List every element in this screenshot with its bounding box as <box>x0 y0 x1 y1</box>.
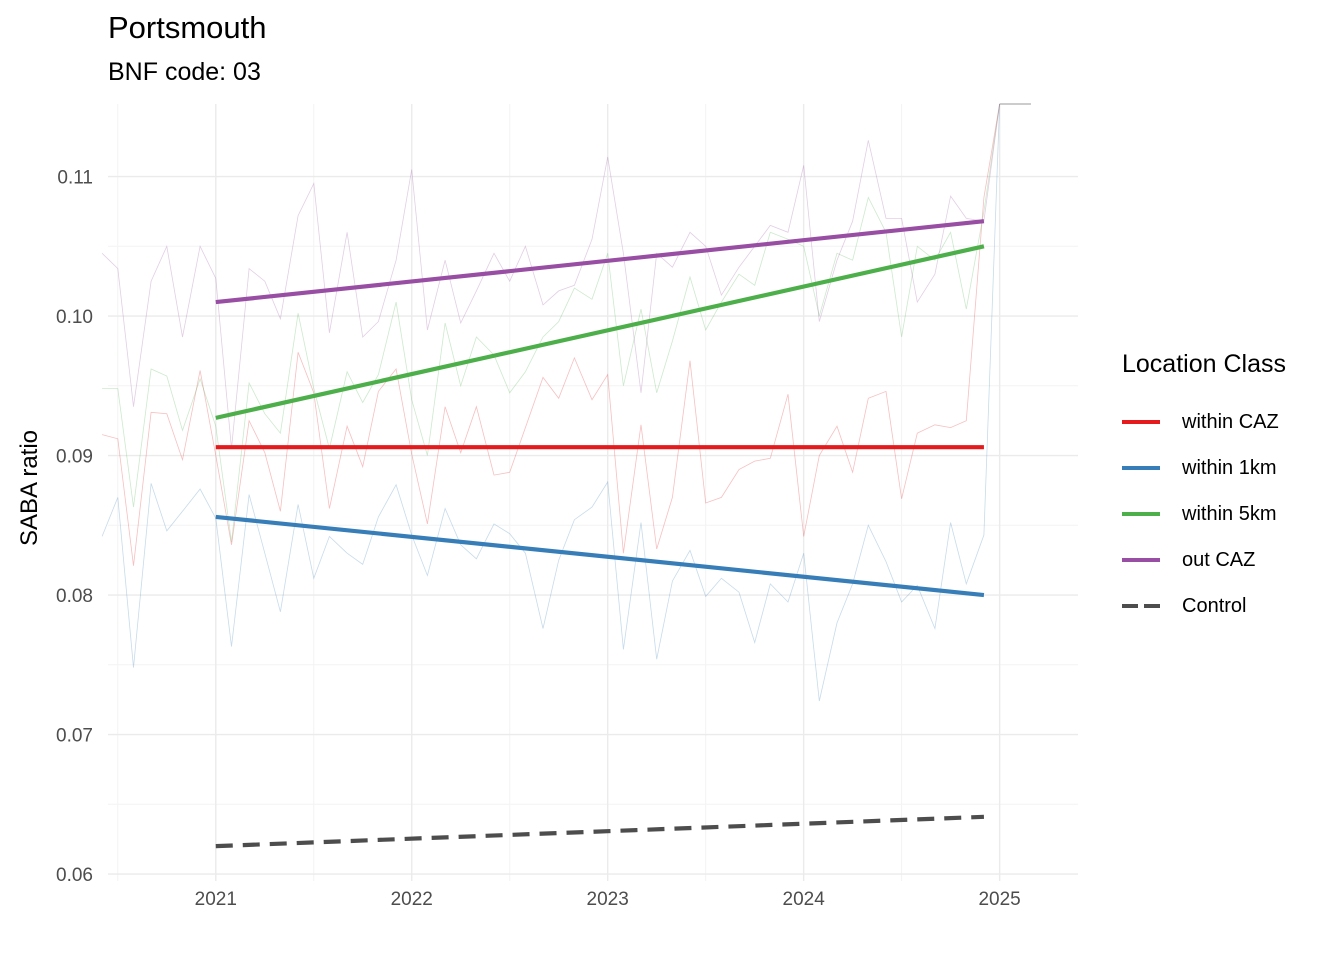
minor-gridlines <box>108 104 1078 881</box>
legend-title: Location Class <box>1122 350 1286 378</box>
legend-item: within 5km <box>1122 491 1286 537</box>
trend-line-within-1km <box>215 514 985 598</box>
legend-item: out CAZ <box>1122 537 1286 583</box>
legend-item: within CAZ <box>1122 399 1286 445</box>
x-axis-ticks: 2021 2022 2023 2024 2025 <box>195 889 1021 910</box>
x-tick-label: 2025 <box>978 889 1020 910</box>
legend: Location Class within CAZ within 1km withi… <box>1122 350 1286 629</box>
trend-line-within-5km <box>215 244 985 420</box>
y-tick-label: 0.11 <box>57 168 93 189</box>
y-tick-label: 0.08 <box>56 586 93 607</box>
legend-swatch <box>1122 466 1160 470</box>
trend-line-control <box>215 814 985 849</box>
legend-items: within CAZ within 1km within 5km out CAZ Con… <box>1122 399 1286 629</box>
legend-swatch <box>1122 512 1160 516</box>
legend-item: within 1km <box>1122 445 1286 491</box>
raw-line-within-5km <box>102 103 1000 543</box>
x-tick-label: 2021 <box>195 889 237 910</box>
trend-lines <box>215 219 985 849</box>
x-tick-label: 2022 <box>391 889 433 910</box>
legend-label: within 5km <box>1182 502 1277 525</box>
y-axis-ticks: 0.06 0.07 0.08 0.09 0.10 0.11 <box>56 168 93 886</box>
legend-item: Control <box>1122 583 1286 629</box>
x-tick-label: 2023 <box>587 889 629 910</box>
trend-line-out-caz <box>215 219 985 305</box>
raw-line-out-caz <box>101 103 1000 449</box>
legend-label: Control <box>1182 594 1247 617</box>
y-axis-label: SABA ratio <box>16 430 43 546</box>
major-gridlines <box>108 104 1078 881</box>
legend-label: out CAZ <box>1182 548 1256 571</box>
legend-swatch <box>1122 604 1160 608</box>
chart-subtitle: BNF code: 03 <box>108 58 261 86</box>
x-tick-label: 2024 <box>783 889 826 910</box>
legend-label: within CAZ <box>1182 410 1279 433</box>
y-tick-label: 0.07 <box>56 726 93 747</box>
y-tick-label: 0.09 <box>56 447 93 468</box>
y-tick-label: 0.10 <box>56 307 93 328</box>
raw-monthly-series <box>101 103 1031 702</box>
chart-title: Portsmouth <box>108 10 267 45</box>
legend-swatch <box>1122 420 1160 424</box>
raw-line-within-1km <box>101 103 1000 702</box>
raw-line-within-caz <box>101 103 1000 566</box>
legend-swatch <box>1122 558 1160 562</box>
y-tick-label: 0.06 <box>56 865 93 886</box>
legend-label: within 1km <box>1182 456 1277 479</box>
